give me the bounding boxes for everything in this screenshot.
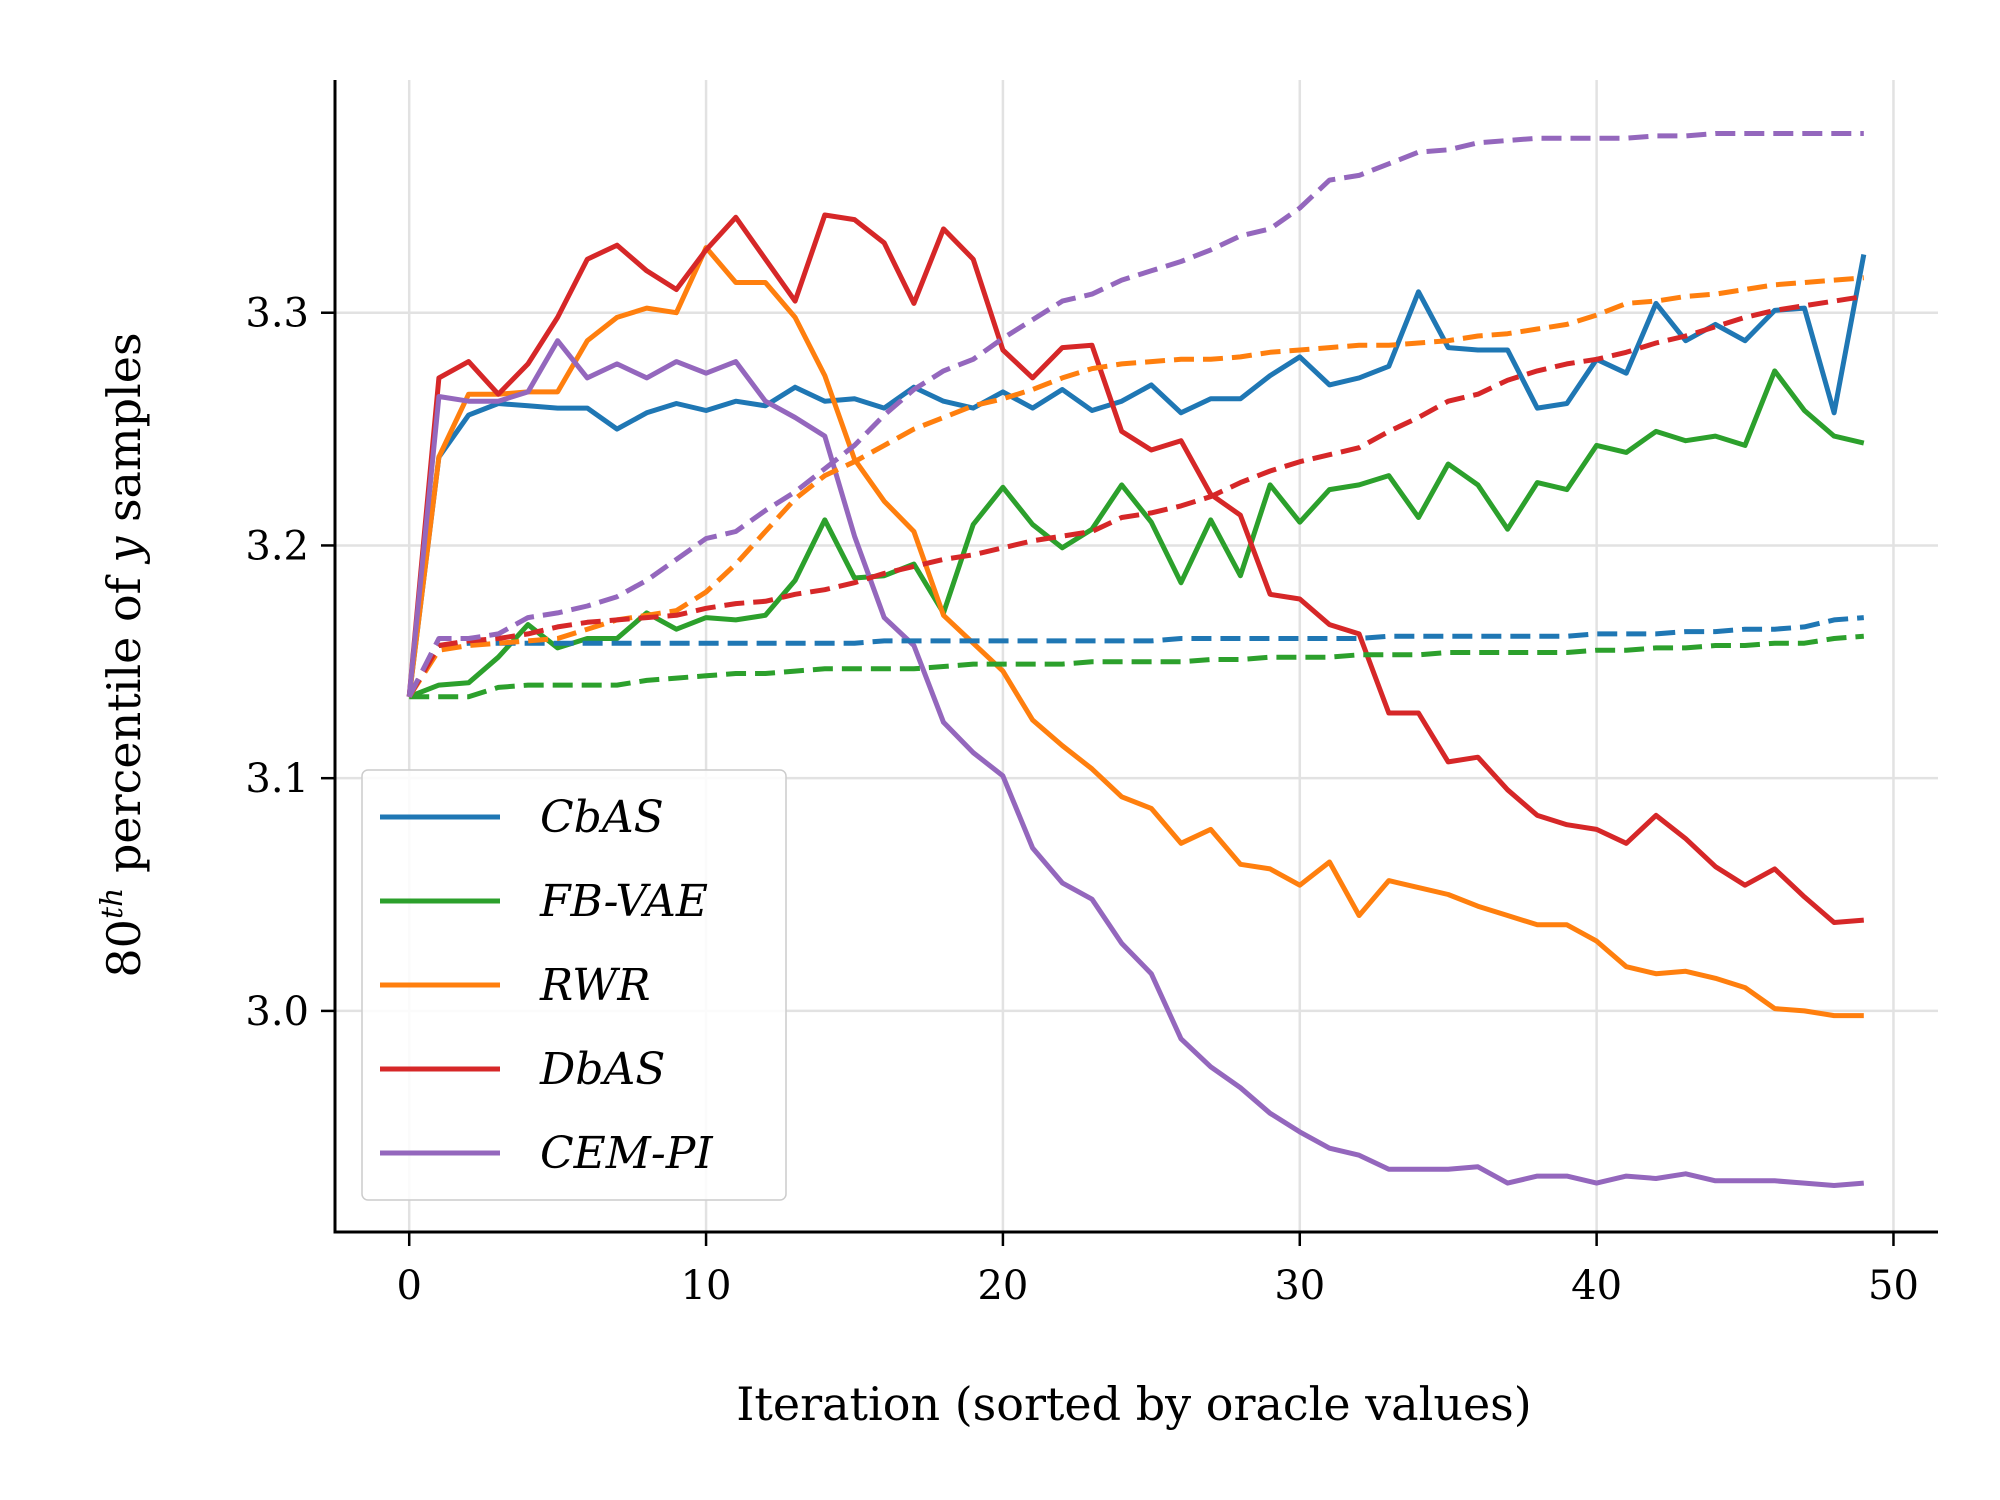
legend-label-cbas: CbAS	[540, 792, 664, 843]
x-tick-label: 50	[1868, 1263, 1919, 1309]
series-group	[406, 131, 1867, 1188]
x-tick-label: 30	[1274, 1263, 1325, 1309]
legend-label-dbas: DbAS	[539, 1044, 665, 1095]
axes	[333, 80, 1938, 1234]
series-line-dbas-dashed	[407, 293, 1865, 698]
y-tick-label: 3.0	[245, 989, 309, 1035]
series-line-fb-vae-dashed	[409, 633, 1864, 700]
y-tick-label: 3.1	[245, 756, 309, 802]
y-label-middle: percentile of	[97, 563, 151, 888]
series-line-fb-vae	[408, 368, 1865, 700]
series-line-rwr	[406, 245, 1864, 1019]
x-axis-label: Iteration (sorted by oracle values)	[736, 1377, 1531, 1431]
y-label-suffix: samples	[97, 332, 151, 536]
ticks: 0 10 20 30 40 50 3.0 3.1 3.2 3.3	[245, 291, 1919, 1309]
series-line-cem-pi-dashed	[406, 131, 1864, 698]
legend-label-rwr: RWR	[539, 960, 651, 1011]
y-label-superscript: th	[95, 888, 130, 919]
legend-label-cem-pi: CEM-PI	[540, 1128, 714, 1179]
series-line-rwr-dashed	[407, 275, 1864, 699]
series-line-cem-pi	[406, 338, 1865, 1188]
y-label-variable: y	[97, 536, 151, 565]
series-line-dbas	[406, 212, 1865, 925]
legend-label-fb-vae: FB-VAE	[539, 876, 708, 927]
legend-frame	[361, 769, 787, 1201]
series-line-cbas	[406, 254, 1867, 698]
y-tick-label: 3.2	[245, 523, 309, 569]
x-tick-label: 10	[681, 1263, 732, 1309]
series-line-cbas-dashed	[407, 615, 1864, 698]
x-tick-label: 40	[1571, 1263, 1622, 1309]
x-tick-label: 20	[977, 1263, 1028, 1309]
legend: CbAS FB-VAE RWR DbAS CEM-PI	[361, 769, 787, 1201]
y-axis-label: 80th percentile of y samples	[95, 332, 151, 977]
x-tick-label: 0	[396, 1263, 421, 1309]
y-label-prefix: 80	[97, 919, 151, 978]
y-tick-label: 3.3	[245, 291, 309, 337]
